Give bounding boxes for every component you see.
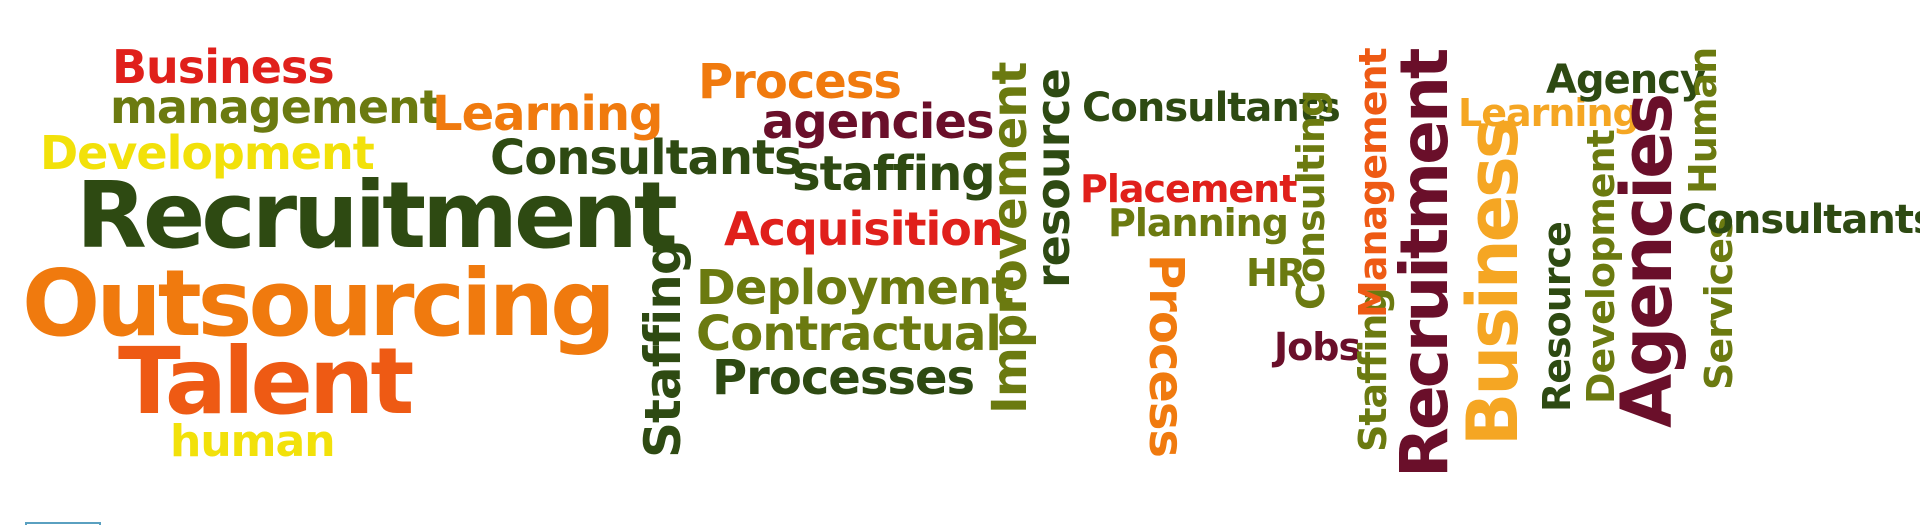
word-human: human	[170, 416, 336, 467]
word-recruitment-vertical: Recruitment	[1386, 50, 1463, 479]
word-agencies-vertical: Agencies	[1606, 95, 1688, 428]
word-consultants-3: Consultants	[1678, 197, 1920, 243]
word-staffing: staffing	[792, 146, 996, 202]
word-business-vertical: Business	[1452, 120, 1534, 447]
word-business: Business	[112, 40, 335, 94]
word-hr: HR	[1246, 251, 1306, 295]
word-planning: Planning	[1108, 201, 1289, 245]
word-process-vertical: Process	[1138, 254, 1194, 457]
corner-frame	[25, 522, 101, 525]
word-recruitment: Recruitment	[76, 162, 678, 269]
word-consultants: Consultants	[490, 130, 803, 186]
word-management: management	[110, 80, 442, 134]
word-human-vertical: Human	[1681, 47, 1725, 194]
word-outsourcing: Outsourcing	[22, 250, 616, 357]
word-staffing-vertical: Staffing	[634, 240, 692, 458]
word-contractual: Contractual	[696, 306, 1002, 362]
word-learning-2: Learning	[1458, 91, 1640, 135]
word-acquisition: Acquisition	[724, 202, 1004, 256]
word-jobs: Jobs	[1274, 325, 1361, 369]
word-learning: Learning	[432, 86, 663, 142]
word-development: Development	[40, 126, 375, 180]
word-processes: Processes	[712, 350, 975, 406]
word-placement: Placement	[1080, 167, 1297, 211]
word-resource-vertical: resource	[1026, 69, 1080, 288]
word-resource-vertical-2: Resource	[1535, 222, 1579, 412]
word-process: Process	[698, 54, 902, 110]
word-services-vertical: Services	[1697, 217, 1741, 390]
word-consulting-vertical: Consulting	[1289, 90, 1333, 310]
word-consultants-2: Consultants	[1082, 85, 1341, 131]
word-agencies: agencies	[762, 94, 995, 150]
word-talent: Talent	[118, 328, 414, 435]
word-agency: Agency	[1546, 57, 1706, 103]
word-deployment: Deployment	[696, 260, 1014, 316]
